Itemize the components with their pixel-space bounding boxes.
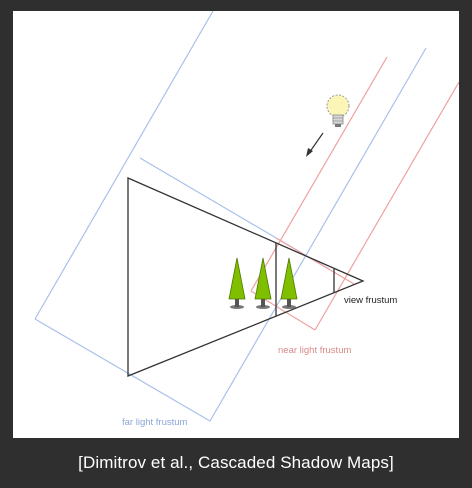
near-light-frustum: [250, 56, 459, 331]
tree-icon: [280, 257, 298, 309]
view-frustum-label: view frustum: [344, 295, 397, 306]
figure-caption: [Dimitrov et al., Cascaded Shadow Maps]: [78, 453, 394, 472]
tree-icon: [254, 257, 272, 309]
near-light-frustum-label: near light frustum: [278, 345, 351, 356]
cascaded-shadow-maps-diagram: view frustum near light frustum far ligh…: [34, 11, 459, 428]
light-bulb-icon: [326, 94, 350, 127]
view-frustum: [127, 177, 365, 377]
far-light-frustum-label: far light frustum: [122, 417, 188, 428]
far-light-frustum: [34, 11, 427, 422]
tree-icon: [228, 257, 246, 309]
light-direction-arrow: [306, 132, 324, 157]
diagram-canvas: view frustum near light frustum far ligh…: [13, 11, 459, 438]
